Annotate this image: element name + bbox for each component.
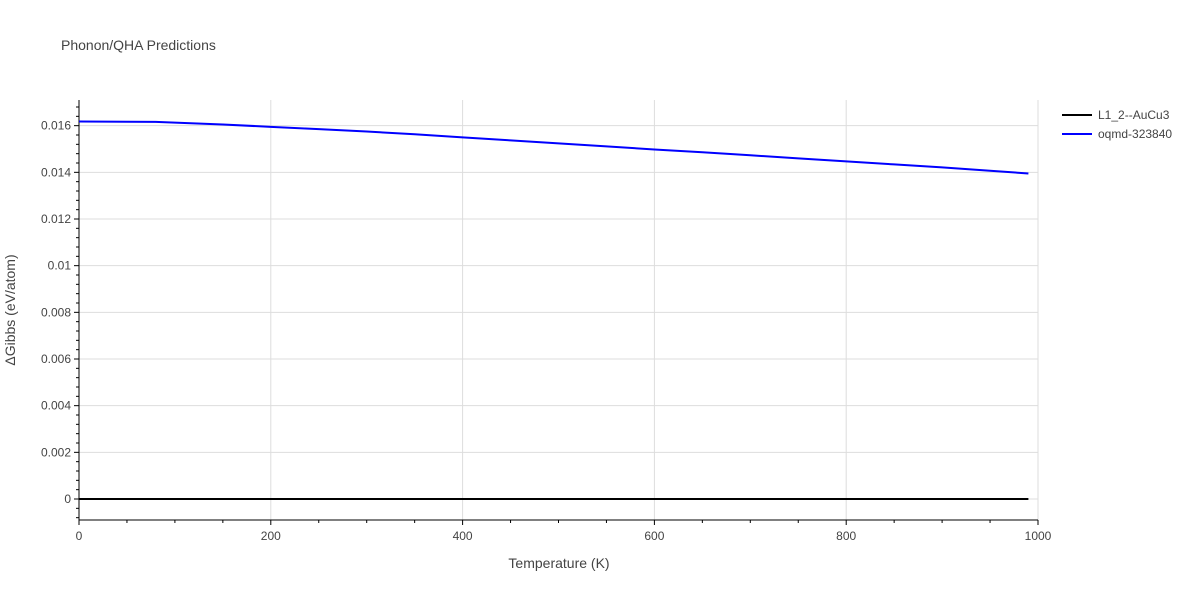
y-tick-label: 0.012 bbox=[41, 212, 71, 226]
x-axis-title: Temperature (K) bbox=[508, 555, 609, 571]
y-tick-label: 0.006 bbox=[41, 352, 71, 366]
y-axis-title: ΔGibbs (eV/atom) bbox=[2, 254, 18, 365]
x-tick-label: 0 bbox=[76, 529, 83, 543]
x-tick-label: 1000 bbox=[1025, 529, 1052, 543]
x-tick-label: 800 bbox=[836, 529, 856, 543]
y-tick-label: 0.01 bbox=[48, 259, 72, 273]
x-tick-label: 400 bbox=[453, 529, 473, 543]
legend-label[interactable]: oqmd-323840 bbox=[1098, 127, 1172, 141]
plot-area[interactable] bbox=[78, 120, 1029, 500]
x-tick-label: 200 bbox=[261, 529, 281, 543]
y-tick-label: 0.016 bbox=[41, 119, 71, 133]
y-tick-label: 0.014 bbox=[41, 165, 71, 179]
y-tick-label: 0.008 bbox=[41, 305, 71, 319]
y-tick-label: 0.004 bbox=[41, 399, 71, 413]
axes: 0 200 400 600 800 1000 0 0.002 0.004 0.006 0.008 0.… bbox=[41, 100, 1052, 543]
y-tick-label: 0.002 bbox=[41, 445, 71, 459]
x-tick-label: 600 bbox=[644, 529, 664, 543]
legend-label[interactable]: L1_2--AuCu3 bbox=[1098, 108, 1170, 122]
series-line-oqmd-323840[interactable] bbox=[78, 120, 1029, 175]
chart-title: Phonon/QHA Predictions bbox=[61, 37, 216, 53]
grid-lines bbox=[79, 100, 1039, 520]
legend[interactable]: L1_2--AuCu3 oqmd-323840 bbox=[1062, 108, 1172, 141]
y-tick-label: 0 bbox=[64, 492, 71, 506]
